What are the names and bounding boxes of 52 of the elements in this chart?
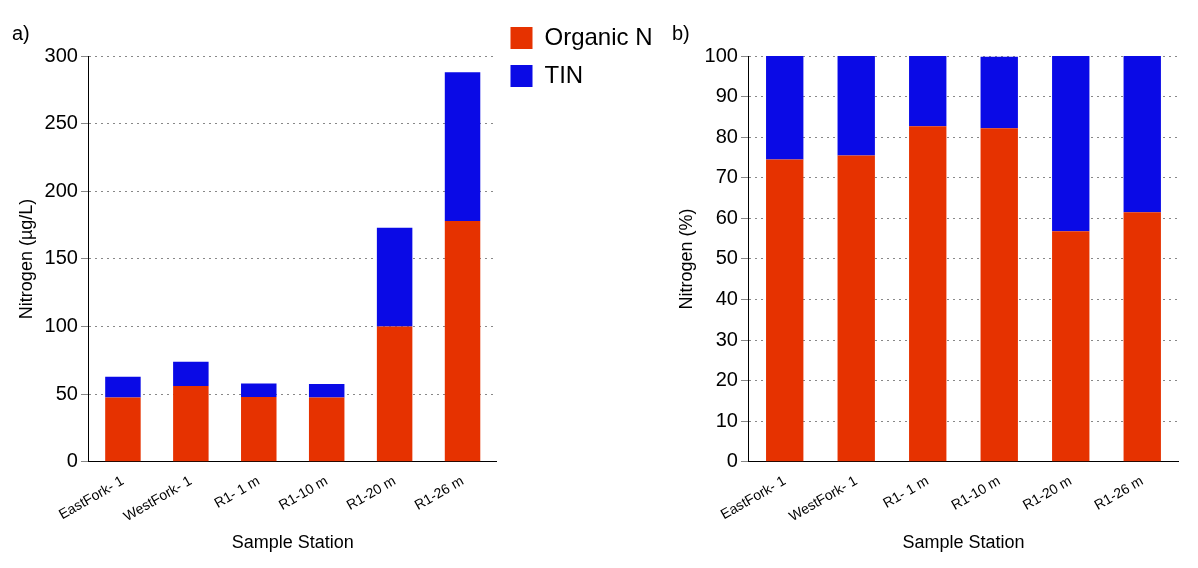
bar	[444, 72, 481, 222]
bar	[837, 155, 875, 462]
x-axis-title: Sample Station	[902, 532, 1025, 553]
x-axis-title: Sample Station	[231, 532, 354, 553]
bar	[241, 383, 277, 397]
y-tick-label: 100	[704, 43, 738, 66]
y-tick-label: 90	[715, 84, 738, 107]
bar	[1052, 231, 1090, 462]
y-tick-label: 40	[715, 287, 738, 310]
chart-title: a)	[12, 21, 30, 44]
bar	[980, 128, 1018, 462]
y-tick-label: 70	[715, 165, 738, 188]
x-tick-label: R1- 1 m	[880, 472, 932, 511]
bar	[241, 396, 277, 462]
chart-title: b)	[672, 21, 690, 44]
y-tick-label: 60	[715, 205, 738, 228]
bar	[308, 384, 345, 398]
bar	[105, 397, 141, 462]
y-tick-label: 30	[715, 327, 738, 350]
bar	[105, 376, 141, 398]
y-tick-label: 200	[44, 178, 78, 201]
legend-label: Organic N	[544, 22, 653, 50]
bar	[308, 397, 345, 462]
bar	[444, 221, 481, 462]
x-tick-label: R1- 1 m	[211, 472, 263, 511]
y-axis-title: Nitrogen (%)	[675, 208, 696, 310]
y-tick-label: 100	[44, 314, 78, 337]
y-tick-label: 300	[44, 43, 78, 66]
y-tick-label: 20	[715, 368, 738, 391]
bar	[909, 56, 947, 127]
y-tick-label: 50	[55, 381, 78, 404]
y-tick-label: 0	[66, 449, 78, 472]
bar	[766, 56, 804, 160]
y-tick-label: 250	[44, 111, 78, 134]
bar	[1123, 56, 1161, 213]
bar	[1123, 212, 1161, 462]
bar	[376, 227, 413, 327]
bar	[909, 126, 947, 462]
bar	[1052, 56, 1090, 232]
y-tick-label: 0	[726, 449, 738, 472]
y-tick-label: 10	[715, 408, 738, 431]
bar	[837, 56, 875, 156]
bar	[766, 159, 804, 462]
legend-label: TIN	[544, 60, 584, 88]
y-tick-label: 80	[715, 124, 738, 147]
bar	[173, 361, 209, 387]
y-tick-label: 50	[715, 246, 738, 269]
y-axis-title: Nitrogen (µg/L)	[15, 198, 36, 320]
bar	[980, 56, 1018, 129]
bar	[376, 326, 413, 462]
bar	[173, 386, 209, 462]
y-tick-label: 150	[44, 246, 78, 269]
